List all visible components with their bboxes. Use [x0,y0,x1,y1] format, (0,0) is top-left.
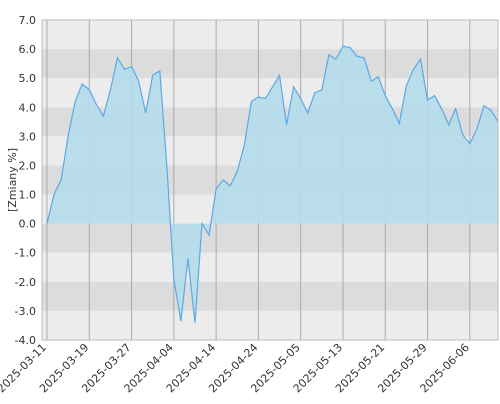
y-tick-label: -1.0 [15,247,36,260]
band [42,310,498,340]
y-tick-label: 7.0 [19,14,37,27]
y-tick-label: 2.0 [19,159,37,172]
y-tick-label: 3.0 [19,130,37,143]
line [46,45,499,323]
y-tick-label: 1.0 [19,189,37,202]
y-axis-label: [Zmiany %] [6,148,19,212]
band [42,49,498,79]
y-tick-label: 0.0 [19,218,37,231]
band [42,281,498,311]
band [42,20,498,50]
plot-border [41,19,499,341]
y-tick-label: 4.0 [19,101,37,114]
area [47,46,498,323]
y-tick-label: 5.0 [19,72,37,85]
band [42,252,498,282]
y-tick-label: -4.0 [15,334,36,347]
y-tick-label: -3.0 [15,305,36,318]
band [42,223,498,253]
y-tick-label: -2.0 [15,276,36,289]
y-tick-label: 6.0 [19,43,37,56]
